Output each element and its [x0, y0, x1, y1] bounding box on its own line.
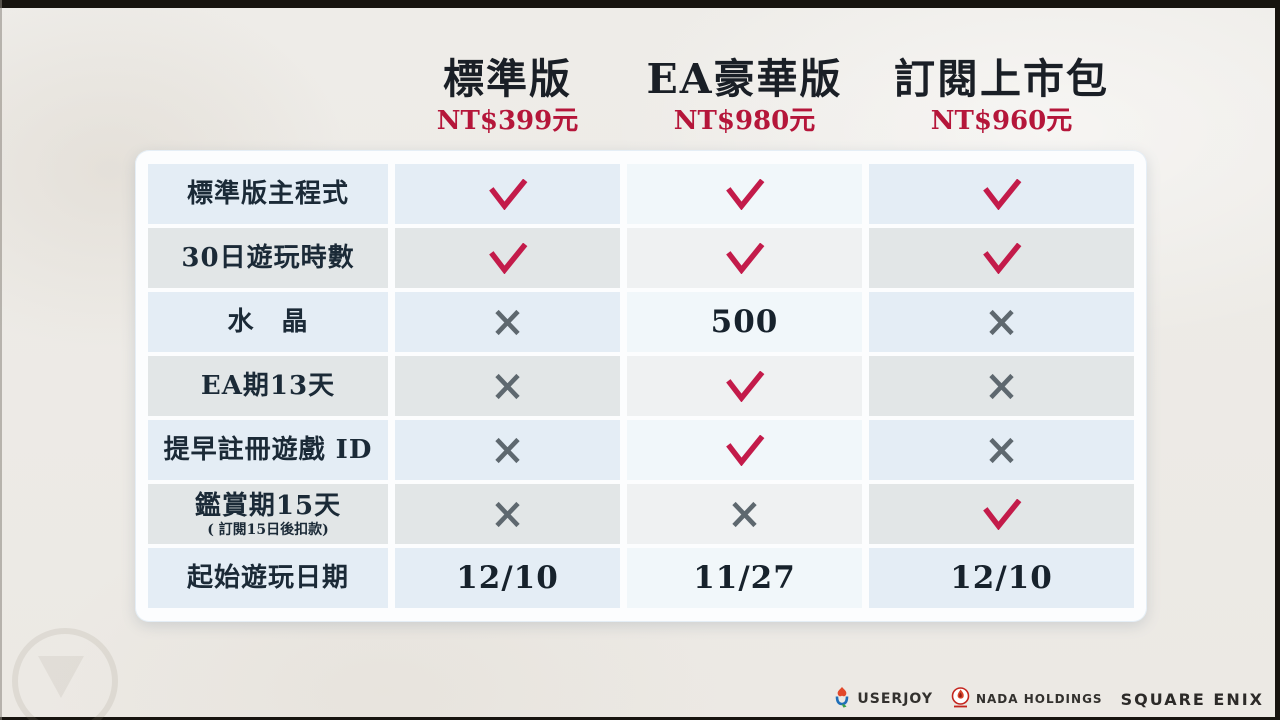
feature-label: 起始遊玩日期 [186, 563, 349, 593]
feature-label-cell: 鑑賞期15天( 訂閱15日後扣款) [148, 484, 388, 544]
edition-headers: 標準版 NT$399元 EA豪華版 NT$980元 訂閱上市包 NT$960元 [148, 54, 1134, 136]
feature-label: 鑑賞期15天 [194, 490, 342, 521]
feature-label: EA期13天 [200, 371, 336, 401]
feature-value-cell [869, 356, 1134, 416]
edition-header-spacer [148, 54, 388, 136]
feature-table: 標準版主程式 30日遊玩時數水 晶 500 EA期13天提早註冊遊戲 ID 鑑賞期15天… [148, 164, 1134, 608]
feature-label-cell: 標準版主程式 [148, 164, 388, 224]
userjoy-icon [833, 686, 851, 712]
feature-label-cell: EA期13天 [148, 356, 388, 416]
logo-label: USERJOY [857, 691, 933, 707]
feature-value-cell [395, 164, 620, 224]
feature-value-cell [395, 420, 620, 480]
check-icon [724, 370, 766, 402]
feature-value-cell: 11/27 [627, 548, 862, 608]
cell-value: 12/10 [456, 560, 559, 596]
feature-label-cell: 水 晶 [148, 292, 388, 352]
square-enix-logo: SQUARE ENIX [1121, 690, 1264, 709]
cell-value: 500 [710, 304, 779, 340]
cross-icon [492, 499, 523, 530]
cross-icon [492, 371, 523, 402]
check-icon [981, 178, 1023, 210]
edition-price: NT$960元 [930, 106, 1073, 136]
cross-icon [986, 371, 1017, 402]
bottom-letterbox [0, 717, 1280, 720]
feature-label-cell: 起始遊玩日期 [148, 548, 388, 608]
feature-label: 30日遊玩時數 [181, 243, 355, 273]
feature-value-cell [627, 228, 862, 288]
feature-label: 標準版主程式 [186, 179, 349, 209]
edition-price: NT$399元 [436, 106, 579, 136]
left-letterbox [0, 0, 2, 720]
cross-icon [729, 499, 760, 530]
top-letterbox [0, 0, 1280, 8]
cell-value: 12/10 [950, 560, 1053, 596]
cross-icon [492, 307, 523, 338]
cross-icon [986, 435, 1017, 466]
edition-header: 標準版 NT$399元 [395, 54, 620, 136]
feature-value-cell: 12/10 [869, 548, 1134, 608]
check-icon [724, 178, 766, 210]
check-icon [724, 434, 766, 466]
check-icon [724, 242, 766, 274]
edition-header: 訂閱上市包 NT$960元 [869, 54, 1134, 136]
feature-label-cell: 提早註冊遊戲 ID [148, 420, 388, 480]
feature-value-cell [627, 484, 862, 544]
check-icon [487, 178, 529, 210]
feature-label: 水 晶 [227, 307, 309, 337]
feature-value-cell [627, 356, 862, 416]
right-letterbox [1275, 0, 1280, 720]
nada-holdings-logo: NADA HOLDINGS [951, 686, 1103, 712]
feature-value-cell [869, 292, 1134, 352]
logo-label: NADA HOLDINGS [975, 692, 1103, 706]
edition-name: 訂閱上市包 [894, 55, 1109, 103]
edition-header: EA豪華版 NT$980元 [627, 54, 862, 136]
feature-value-cell [869, 228, 1134, 288]
feature-value-cell [869, 164, 1134, 224]
watermark-seal-inner [38, 656, 84, 698]
feature-value-cell [627, 164, 862, 224]
feature-value-cell [869, 420, 1134, 480]
cross-icon [492, 435, 523, 466]
logo-label: SQUARE ENIX [1120, 689, 1264, 709]
feature-value-cell: 500 [627, 292, 862, 352]
watermark-seal [12, 628, 118, 720]
feature-value-cell [869, 484, 1134, 544]
publisher-logos: USERJOY NADA HOLDINGS SQUARE ENIX [833, 686, 1264, 712]
check-icon [981, 242, 1023, 274]
feature-value-cell [395, 356, 620, 416]
cell-value: 11/27 [693, 560, 796, 596]
check-icon [981, 498, 1023, 530]
check-icon [487, 242, 529, 274]
feature-label-cell: 30日遊玩時數 [148, 228, 388, 288]
cross-icon [986, 307, 1017, 338]
feature-value-cell [395, 292, 620, 352]
userjoy-logo: USERJOY [833, 686, 933, 712]
feature-value-cell [395, 228, 620, 288]
feature-label: 提早註冊遊戲 ID [163, 435, 373, 465]
edition-name: EA豪華版 [646, 55, 843, 103]
feature-value-cell [395, 484, 620, 544]
feature-sublabel: ( 訂閱15日後扣款) [207, 521, 329, 538]
edition-name: 標準版 [443, 55, 572, 103]
feature-value-cell: 12/10 [395, 548, 620, 608]
comparison-card: 標準版主程式 30日遊玩時數水 晶 500 EA期13天提早註冊遊戲 ID 鑑賞期15天… [135, 150, 1147, 622]
feature-value-cell [627, 420, 862, 480]
nada-holdings-icon [951, 686, 970, 712]
edition-price: NT$980元 [673, 106, 816, 136]
